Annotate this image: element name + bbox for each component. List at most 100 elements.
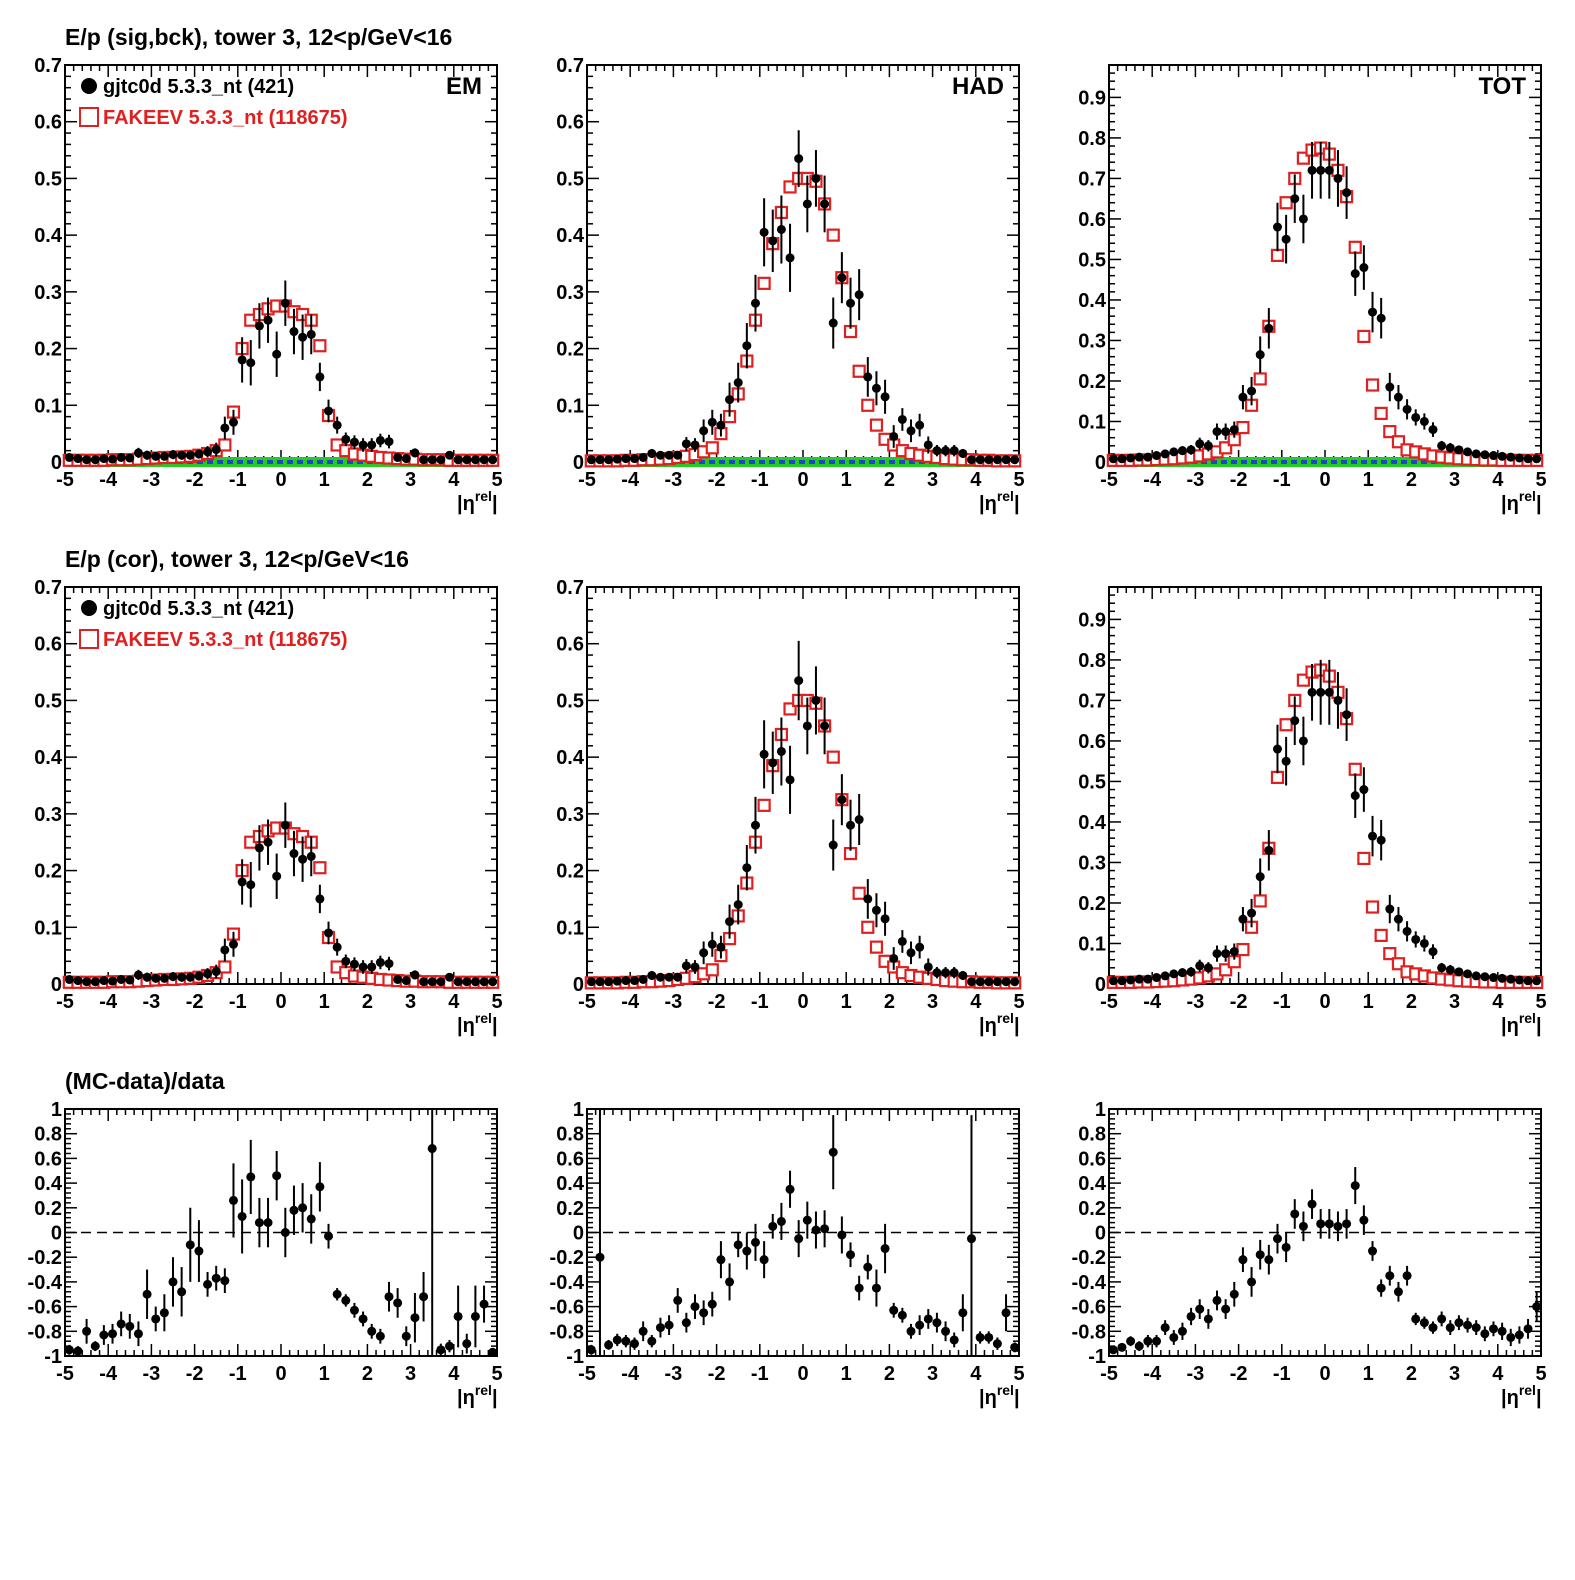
data-marker <box>975 977 985 987</box>
x-tick-label: 3 <box>1449 1363 1460 1385</box>
x-tick-label: 4 <box>970 991 982 1013</box>
x-tick-label: 3 <box>405 991 416 1013</box>
data-marker <box>759 749 769 759</box>
x-tick-label: 1 <box>1363 991 1374 1013</box>
data-marker <box>1488 451 1498 461</box>
data-marker <box>159 973 169 983</box>
data-marker <box>228 417 238 427</box>
mc-marker <box>1391 957 1406 971</box>
legend-data-marker <box>81 78 97 94</box>
y-tick-label: 0.6 <box>34 1148 62 1170</box>
data-marker <box>915 1320 925 1330</box>
data-marker <box>1523 454 1533 464</box>
mc-marker <box>783 180 797 194</box>
x-tick-label: -4 <box>1143 469 1162 491</box>
data-marker <box>837 795 847 805</box>
data-marker <box>966 1234 976 1244</box>
data-marker <box>1523 1324 1533 1334</box>
x-tick-label: 2 <box>362 991 373 1013</box>
data-marker <box>1324 1219 1334 1229</box>
y-tick-label: 0.8 <box>1078 1124 1106 1146</box>
x-tick-label: -5 <box>56 1363 74 1385</box>
y-tick-label: 0.2 <box>1078 893 1106 915</box>
mc-marker <box>218 438 232 452</box>
y-tick-label: 0.4 <box>556 747 585 769</box>
data-marker <box>707 939 717 949</box>
data-marker <box>1221 1304 1231 1314</box>
y-tick-label: 0.8 <box>34 1124 62 1146</box>
x-tick-label: 3 <box>405 469 416 491</box>
data-marker <box>681 961 691 971</box>
data-marker <box>673 1295 683 1305</box>
data-marker <box>1169 969 1179 979</box>
data-marker <box>1532 976 1542 986</box>
data-marker <box>1497 1326 1507 1336</box>
data-marker <box>1010 977 1020 987</box>
mc-marker <box>1296 151 1311 165</box>
data-marker <box>621 1336 631 1346</box>
data-marker <box>647 970 657 980</box>
data-marker <box>1229 947 1239 957</box>
data-marker <box>280 1228 290 1237</box>
data-marker <box>941 446 951 456</box>
y-tick-label: 1 <box>1095 1099 1106 1121</box>
data-marker <box>854 1283 864 1293</box>
x-tick-label: 2 <box>884 1363 895 1385</box>
data-marker <box>151 1314 161 1324</box>
data-marker <box>1290 194 1300 204</box>
panel-cor_had: -5 -4 -3 -2 -1 0 1 2 3 4 5 0 0.1 0.2 0.3 0.4 0.5 0.6 0.7 |η… <box>556 577 1024 1037</box>
data-marker <box>159 1308 169 1318</box>
data-marker <box>194 449 204 459</box>
data-marker <box>846 1250 856 1260</box>
data-marker <box>272 1171 282 1181</box>
data-marker <box>604 455 614 465</box>
panel-tag: TOT <box>1478 73 1526 100</box>
x-tick-label: -1 <box>229 1363 247 1385</box>
x-tick-label: 3 <box>1449 469 1460 491</box>
data-marker <box>1255 872 1265 882</box>
data-marker <box>820 721 830 731</box>
y-tick-label: 0.7 <box>556 55 584 77</box>
data-marker <box>1307 687 1317 697</box>
data-marker <box>470 1311 480 1321</box>
x-tick-label: 1 <box>1363 469 1374 491</box>
data-marker <box>716 420 726 430</box>
data-marker <box>1497 973 1507 983</box>
data-marker <box>1480 972 1490 982</box>
data-marker <box>1385 382 1395 392</box>
data-marker <box>992 1339 1002 1349</box>
panel-tag: HAD <box>952 73 1004 100</box>
data-marker <box>108 1329 118 1339</box>
row-title-3: (MC-data)/data <box>65 1068 225 1094</box>
data-marker <box>802 199 812 209</box>
x-tick-label: -2 <box>708 1363 726 1385</box>
x-tick-label: -2 <box>186 469 204 491</box>
data-marker <box>177 1287 187 1297</box>
mc-marker <box>1391 435 1406 449</box>
data-marker <box>263 837 273 847</box>
data-marker <box>871 383 881 393</box>
plot-frame <box>586 64 1020 463</box>
data-marker <box>785 253 795 263</box>
data-marker <box>289 327 299 337</box>
data-marker <box>1126 1336 1136 1346</box>
x-tick-label: 5 <box>1013 991 1024 1013</box>
data-marker <box>159 451 169 461</box>
data-marker <box>401 976 411 986</box>
y-tick-label: 0.4 <box>1078 290 1107 312</box>
data-marker <box>1514 453 1524 463</box>
data-marker <box>315 1182 325 1192</box>
y-tick-label: -0.6 <box>1072 1297 1106 1319</box>
data-marker <box>1264 323 1274 333</box>
data-marker <box>479 455 489 465</box>
data-marker <box>1255 1250 1265 1260</box>
y-tick-label: 0 <box>51 974 62 996</box>
data-marker <box>289 849 299 859</box>
x-tick-label: 1 <box>841 469 852 491</box>
data-marker <box>1160 449 1170 459</box>
data-marker <box>664 450 674 460</box>
y-tick-label: 0.2 <box>1078 1198 1106 1220</box>
data-marker <box>1117 454 1127 464</box>
x-tick-label: 3 <box>927 469 938 491</box>
data-marker <box>125 453 135 463</box>
